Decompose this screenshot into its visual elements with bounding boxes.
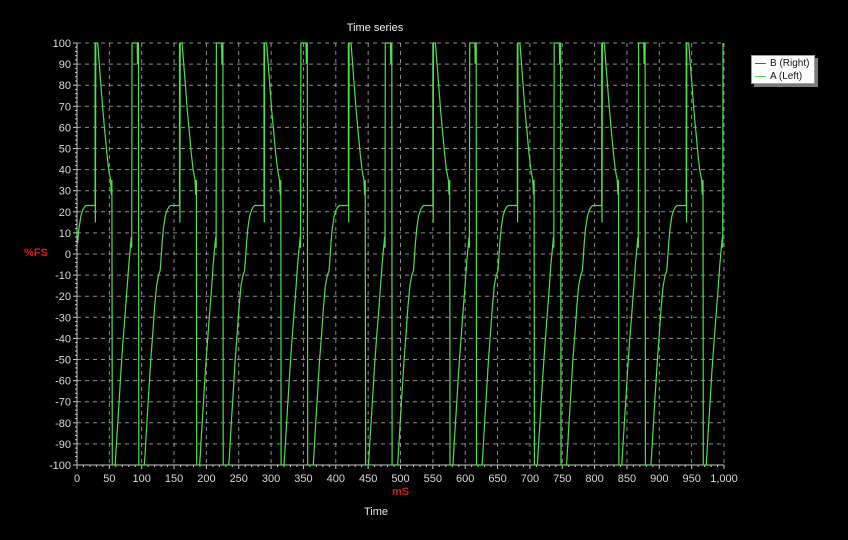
x-tick-label: 800 — [585, 473, 603, 485]
x-tick-label: 350 — [294, 473, 312, 485]
chart-title: Time series — [346, 22, 404, 34]
x-tick-label: 500 — [391, 473, 409, 485]
x-tick-label: 550 — [424, 473, 442, 485]
y-tick-label: 40 — [59, 165, 71, 177]
x-tick-label: 150 — [165, 473, 183, 485]
x-axis-unit: mS — [392, 486, 410, 498]
x-tick-label: 950 — [682, 473, 700, 485]
legend-label-a: A (Left) — [770, 71, 803, 82]
x-tick-label: 100 — [133, 473, 151, 485]
x-tick-label: 850 — [618, 473, 636, 485]
grid-lines — [77, 42, 725, 465]
y-tick-label: 70 — [59, 101, 71, 113]
x-tick-label: 600 — [456, 473, 474, 485]
x-tick-label: 1,000 — [710, 473, 738, 485]
y-tick-label: -40 — [55, 333, 71, 345]
x-tick-label: 0 — [74, 473, 80, 485]
y-tick-label: 80 — [59, 80, 71, 92]
legend-item-a-left[interactable]: A (Left) — [755, 70, 814, 83]
y-tick-label: -50 — [55, 355, 71, 367]
series-a-left-trace — [77, 42, 724, 466]
x-tick-label: 700 — [521, 473, 539, 485]
y-tick-label: 100 — [53, 38, 71, 50]
y-tick-label: 90 — [59, 59, 71, 71]
y-axis-label: %FS — [24, 247, 48, 259]
y-tick-label: -60 — [55, 376, 71, 388]
x-tick-label: 300 — [262, 473, 280, 485]
y-tick-label: 20 — [59, 207, 71, 219]
x-tick-label: 50 — [103, 473, 115, 485]
x-tick-label: 750 — [553, 473, 571, 485]
y-tick-label: -80 — [55, 418, 71, 430]
legend-swatch-a-icon — [755, 76, 766, 77]
y-tick-label: -70 — [55, 397, 71, 409]
legend: B (Right) A (Left) — [751, 55, 815, 84]
x-axis-ticks: 0 50 100 150 200 250 300 350 400 450 500 550 600 650 7… — [74, 473, 738, 485]
legend-label-b: B (Right) — [770, 58, 810, 69]
axes — [73, 42, 725, 469]
y-tick-label: 50 — [59, 144, 71, 156]
x-tick-label: 250 — [230, 473, 248, 485]
x-tick-label: 200 — [197, 473, 215, 485]
y-tick-label: 30 — [59, 186, 71, 198]
y-tick-label: -30 — [55, 312, 71, 324]
y-tick-label: 10 — [59, 228, 71, 240]
y-tick-label: 0 — [65, 249, 71, 261]
y-tick-label: -100 — [49, 460, 71, 472]
x-tick-label: 450 — [359, 473, 377, 485]
x-tick-label: 400 — [327, 473, 345, 485]
legend-item-b-right[interactable]: B (Right) — [755, 57, 814, 70]
x-tick-label: 900 — [650, 473, 668, 485]
y-tick-label: -20 — [55, 291, 71, 303]
y-tick-label: 60 — [59, 122, 71, 134]
y-tick-label: -10 — [55, 270, 71, 282]
x-axis-label: Time — [364, 506, 389, 518]
y-tick-label: -90 — [55, 439, 71, 451]
legend-swatch-b-icon — [755, 63, 766, 64]
y-axis-ticks: 1009080706050403020100-10-20-30-40-50-60… — [49, 38, 71, 472]
x-tick-label: 650 — [488, 473, 506, 485]
